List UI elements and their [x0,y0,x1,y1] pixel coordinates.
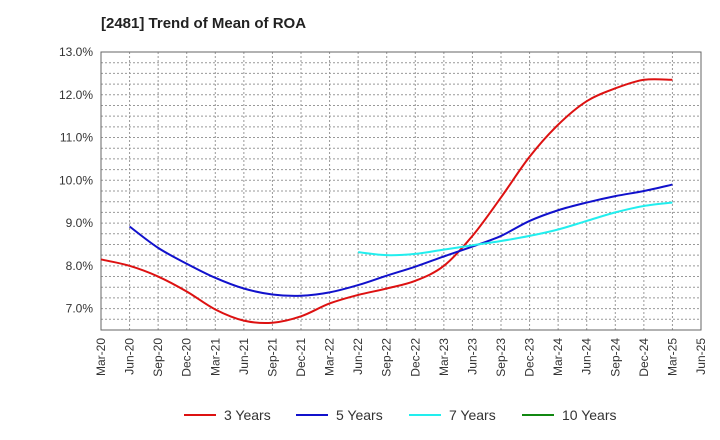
y-axis: 7.0% 8.0% 9.0% 10.0% 11.0% 12.0% 13.0% [59,45,93,316]
plot-frame [100,51,702,331]
x-tick-label: Mar-22 [323,338,337,376]
y-tick-label: 12.0% [59,88,93,102]
y-tick-label: 13.0% [59,45,93,59]
x-tick-label: Jun-25 [694,338,708,375]
x-tick-label: Mar-23 [437,338,451,376]
x-tick-label: Jun-24 [580,338,594,375]
legend-label: 3 Years [224,407,271,423]
chart-title: [2481] Trend of Mean of ROA [101,15,307,32]
series-line-3-years [100,78,673,325]
y-tick-label: 10.0% [59,173,93,187]
y-tick-label: 7.0% [66,302,94,316]
x-tick-label: Jun-22 [351,338,365,375]
legend-label: 5 Years [336,407,383,423]
x-tick-label: Dec-20 [180,338,194,377]
grid-layer [101,52,701,330]
series-layer [100,78,673,325]
series-line-5-years [128,183,673,297]
legend-label: 7 Years [449,407,496,423]
x-tick-label: Jun-21 [237,338,251,375]
x-tick-label: Sep-22 [380,338,394,377]
x-tick-label: Dec-24 [637,338,651,377]
y-tick-label: 9.0% [66,216,94,230]
x-tick-label: Dec-22 [408,338,422,377]
x-tick-label: Dec-23 [523,338,537,377]
x-tick-label: Mar-21 [208,338,222,376]
x-tick-label: Jun-20 [123,338,137,375]
x-tick-label: Sep-23 [494,338,508,377]
x-tick-label: Dec-21 [294,338,308,377]
x-tick-label: Mar-25 [665,338,679,376]
x-tick-label: Mar-24 [551,338,565,376]
series-line-7-years [358,201,673,257]
x-axis: Mar-20 Jun-20 Sep-20 Dec-20 Mar-21 Jun-21 Sep-… [94,338,708,377]
x-tick-label: Mar-20 [94,338,108,376]
y-tick-label: 8.0% [66,259,94,273]
legend-label: 10 Years [562,407,617,423]
x-tick-label: Sep-21 [265,338,279,377]
x-tick-label: Sep-24 [608,338,622,377]
legend: 3 Years 5 Years 7 Years 10 Years [184,407,617,423]
y-tick-label: 11.0% [60,131,93,145]
x-tick-label: Sep-20 [151,338,165,377]
x-tick-label: Jun-23 [465,338,479,375]
